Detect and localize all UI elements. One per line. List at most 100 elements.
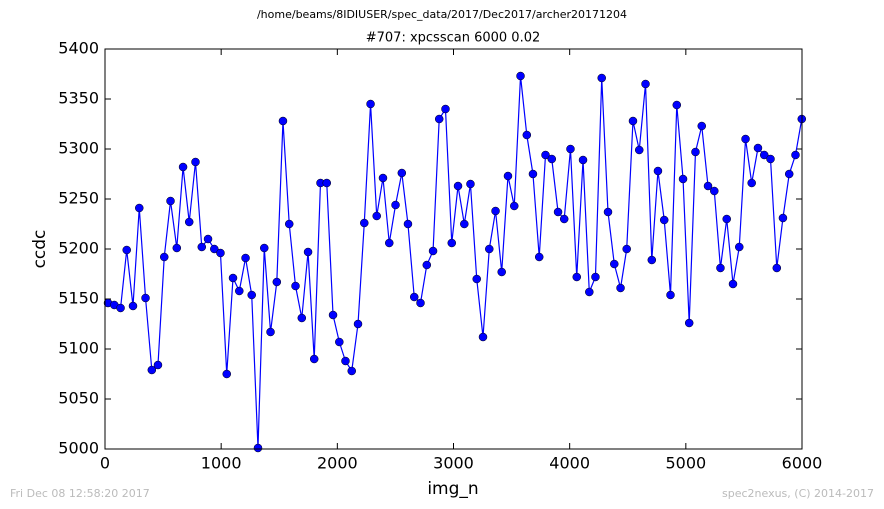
- data-point: [291, 281, 300, 291]
- data-point: [534, 252, 544, 262]
- data-point: [559, 214, 569, 224]
- data-point: [247, 290, 256, 300]
- data-point: [472, 274, 481, 284]
- data-point: [372, 211, 381, 221]
- data-point: [784, 169, 794, 179]
- y-axis-label: ccdc: [30, 230, 50, 269]
- data-point: [572, 272, 582, 282]
- data-point: [597, 73, 606, 83]
- data-point: [297, 313, 307, 323]
- data-point: [141, 293, 150, 303]
- data-point: [253, 443, 263, 453]
- y-tick-label: 5350: [58, 89, 99, 108]
- y-tick-label: 5100: [58, 339, 99, 358]
- data-point: [434, 114, 444, 124]
- data-point: [159, 252, 169, 262]
- data-point: [553, 207, 563, 217]
- data-point: [135, 203, 144, 213]
- data-point: [335, 337, 344, 347]
- data-point: [635, 145, 644, 155]
- data-point: [422, 260, 432, 270]
- data-point: [416, 298, 425, 308]
- footer-right: spec2nexus, (C) 2014-2017: [722, 487, 874, 500]
- data-point: [678, 174, 688, 184]
- data-point: [153, 360, 163, 370]
- data-point: [210, 244, 219, 254]
- data-point: [566, 144, 575, 154]
- x-tick-label: 1000: [201, 454, 242, 473]
- data-point: [778, 213, 788, 223]
- data-point: [591, 272, 600, 282]
- data-point: [741, 134, 750, 144]
- x-tick-label: 5000: [665, 454, 706, 473]
- data-point: [710, 186, 719, 196]
- y-tick-label: 5000: [58, 439, 99, 458]
- data-point: [260, 243, 269, 253]
- x-axis-label: img_n: [427, 479, 478, 499]
- data-point: [641, 79, 650, 89]
- data-point: [716, 263, 725, 273]
- y-tick-label: 5200: [58, 239, 99, 258]
- data-point: [541, 150, 550, 160]
- data-point: [735, 242, 744, 252]
- data-point: [428, 246, 438, 256]
- data-point: [616, 283, 625, 293]
- data-point: [628, 116, 638, 126]
- y-tick-label: 5400: [58, 39, 99, 58]
- data-point: [622, 244, 631, 254]
- chart-title: #707: xpcsscan 6000 0.02: [366, 31, 541, 46]
- data-point: [466, 179, 475, 189]
- data-point: [409, 292, 419, 302]
- data-point: [353, 319, 363, 329]
- y-tick-label: 5250: [58, 189, 99, 208]
- plot-frame: [104, 48, 803, 450]
- data-point: [385, 238, 394, 248]
- y-tick-label: 5050: [58, 389, 99, 408]
- data-point: [528, 169, 538, 179]
- data-point: [166, 196, 175, 206]
- x-tick-label: 6000: [782, 454, 823, 473]
- data-point: [510, 201, 519, 211]
- data-point: [659, 215, 669, 225]
- data-point: [147, 365, 157, 375]
- data-point: [653, 166, 663, 176]
- data-point: [203, 234, 213, 244]
- data-point: [547, 154, 557, 164]
- y-tick-label: 5300: [58, 139, 99, 158]
- data-point: [522, 130, 532, 140]
- data-point: [684, 318, 694, 328]
- data-point: [728, 279, 738, 289]
- data-point: [666, 290, 675, 300]
- data-point: [753, 143, 763, 153]
- data-point: [228, 273, 238, 283]
- data-point: [309, 354, 319, 364]
- x-tick-label: 2000: [317, 454, 358, 473]
- data-point: [172, 243, 182, 253]
- data-point: [178, 162, 188, 172]
- data-point: [497, 267, 506, 277]
- data-point: [284, 219, 294, 229]
- data-point: [503, 171, 513, 181]
- data-point: [241, 253, 250, 263]
- data-point: [478, 332, 488, 342]
- data-point: [447, 238, 457, 248]
- data-point: [391, 200, 400, 210]
- data-point: [691, 147, 700, 157]
- data-point: [585, 287, 594, 297]
- data-point: [122, 245, 131, 255]
- data-point: [128, 301, 138, 311]
- x-tick-label: 4000: [549, 454, 590, 473]
- data-point: [722, 214, 731, 224]
- data-point: [791, 150, 800, 160]
- data-point: [747, 178, 756, 188]
- data-point: [759, 150, 769, 160]
- data-point: [378, 173, 388, 183]
- data-point: [328, 310, 338, 320]
- data-line: [107, 75, 803, 449]
- data-point: [322, 178, 332, 188]
- y-tick-label: 5150: [58, 289, 99, 308]
- data-point: [460, 219, 469, 229]
